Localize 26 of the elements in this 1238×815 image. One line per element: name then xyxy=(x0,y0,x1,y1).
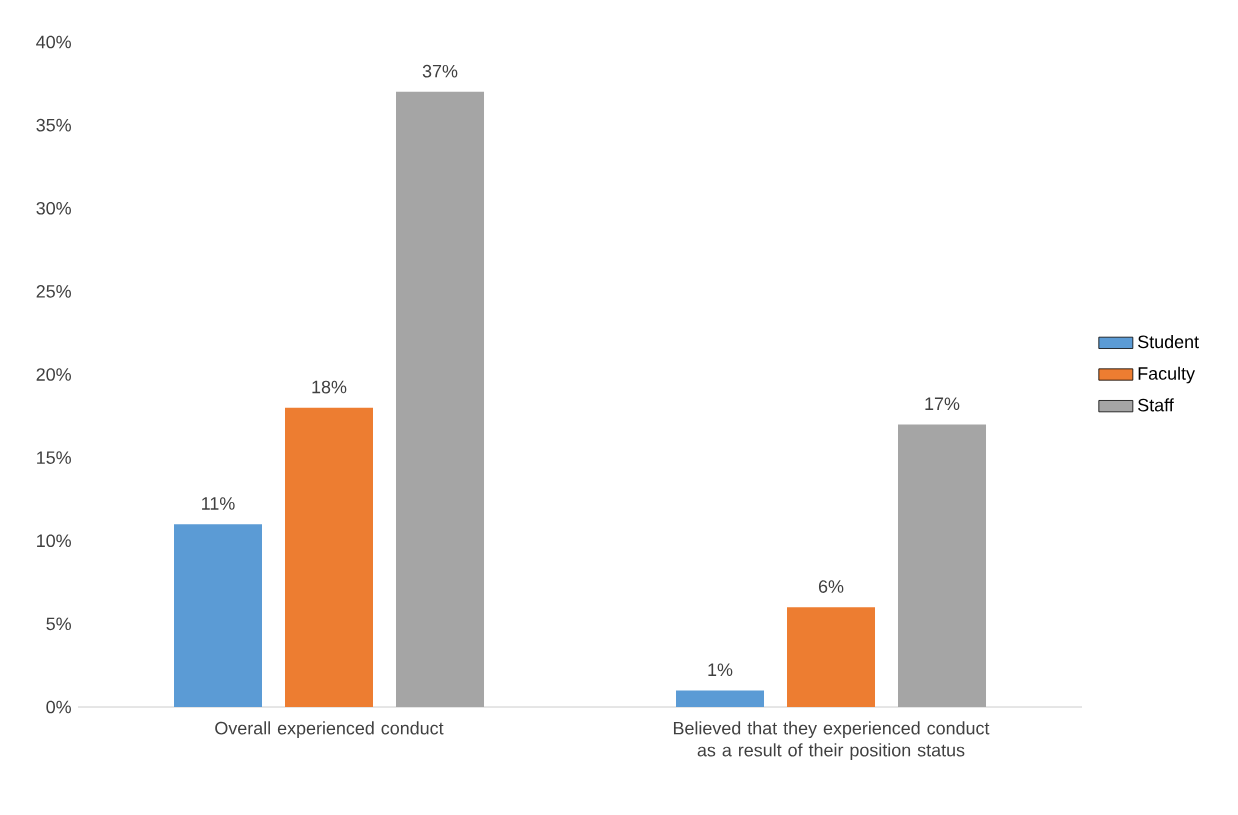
bar xyxy=(285,407,373,707)
data-label: 17% xyxy=(925,397,960,410)
data-label: 18% xyxy=(312,380,347,394)
y-tick-label: 25% xyxy=(36,285,71,298)
bar xyxy=(898,424,987,707)
y-tick-label: 15% xyxy=(37,451,71,464)
y-tick-label: 10% xyxy=(37,534,71,548)
data-label: 6% xyxy=(818,580,844,593)
x-tick-label: Overall experienced conduct xyxy=(215,721,444,739)
bar xyxy=(676,690,765,707)
legend-label: Student xyxy=(1138,335,1199,349)
bar xyxy=(787,607,876,707)
x-tick-label: Believed that they experienced conduct as a result of their position status xyxy=(673,721,990,761)
bar xyxy=(174,524,262,707)
legend-label: Faculty xyxy=(1138,366,1195,384)
y-tick-label: 30% xyxy=(36,201,71,215)
data-label: 1% xyxy=(708,663,733,676)
y-tick-label: 0% xyxy=(46,700,71,714)
y-tick-label: 20% xyxy=(36,368,71,381)
y-tick-label: 35% xyxy=(36,118,71,132)
y-tick-label: 40% xyxy=(36,35,71,49)
y-tick-label: 5% xyxy=(46,617,71,631)
bar xyxy=(396,91,485,707)
data-label: 37% xyxy=(422,64,458,78)
data-label: 11% xyxy=(202,497,235,510)
legend-label: Staff xyxy=(1138,398,1174,412)
